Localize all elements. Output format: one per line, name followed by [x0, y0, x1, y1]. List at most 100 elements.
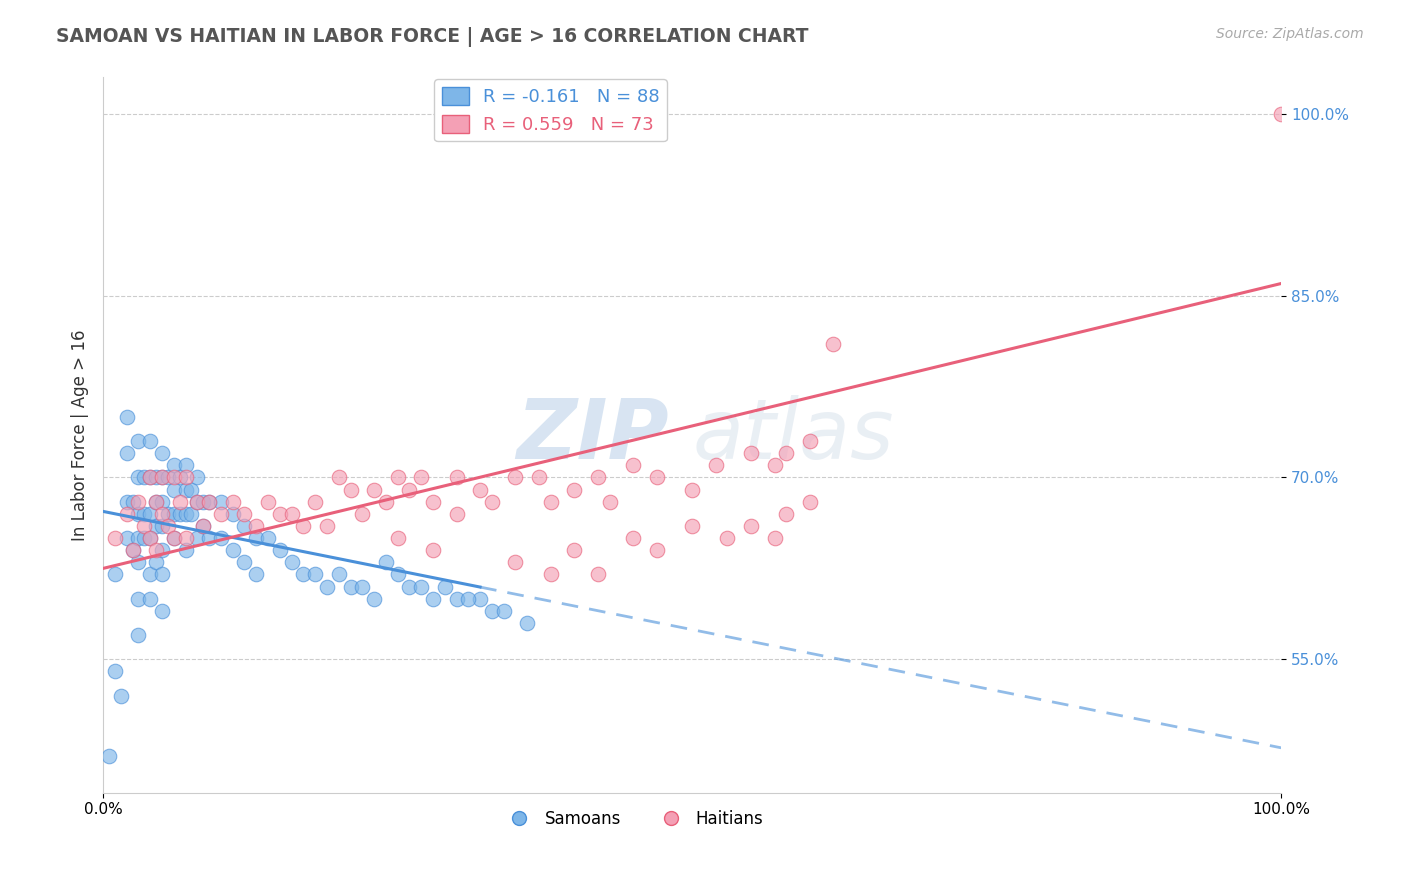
Point: [163, 470, 186, 484]
Point: [104, 531, 127, 545]
Point: [115, 507, 138, 521]
Point: [292, 567, 315, 582]
Point: [127, 531, 149, 545]
Point: [127, 470, 149, 484]
Point: [150, 543, 173, 558]
Point: [163, 531, 186, 545]
Point: [180, 483, 202, 497]
Point: [328, 470, 350, 484]
Point: [799, 494, 821, 508]
Point: [163, 507, 186, 521]
Point: [127, 628, 149, 642]
Point: [363, 591, 385, 606]
Point: [222, 494, 245, 508]
Y-axis label: In Labor Force | Age > 16: In Labor Force | Age > 16: [72, 329, 89, 541]
Point: [115, 446, 138, 460]
Point: [775, 446, 797, 460]
Point: [481, 494, 503, 508]
Point: [233, 519, 256, 533]
Text: SAMOAN VS HAITIAN IN LABOR FORCE | AGE > 16 CORRELATION CHART: SAMOAN VS HAITIAN IN LABOR FORCE | AGE >…: [56, 27, 808, 46]
Point: [527, 470, 550, 484]
Point: [209, 531, 232, 545]
Point: [186, 470, 208, 484]
Point: [134, 507, 156, 521]
Point: [145, 543, 167, 558]
Point: [134, 531, 156, 545]
Point: [145, 494, 167, 508]
Point: [352, 580, 374, 594]
Point: [1270, 107, 1292, 121]
Point: [110, 689, 132, 703]
Point: [174, 458, 197, 473]
Point: [115, 494, 138, 508]
Point: [145, 519, 167, 533]
Point: [339, 483, 361, 497]
Point: [104, 665, 127, 679]
Point: [174, 483, 197, 497]
Point: [540, 567, 562, 582]
Point: [134, 470, 156, 484]
Point: [446, 591, 468, 606]
Point: [468, 591, 491, 606]
Point: [621, 531, 644, 545]
Point: [198, 494, 221, 508]
Point: [269, 507, 291, 521]
Point: [763, 458, 786, 473]
Point: [621, 458, 644, 473]
Point: [127, 494, 149, 508]
Point: [156, 507, 179, 521]
Point: [586, 567, 609, 582]
Point: [505, 555, 527, 569]
Point: [145, 470, 167, 484]
Point: [387, 470, 409, 484]
Point: [150, 470, 173, 484]
Point: [150, 494, 173, 508]
Point: [245, 567, 267, 582]
Point: [150, 567, 173, 582]
Point: [127, 507, 149, 521]
Point: [121, 543, 143, 558]
Point: [398, 483, 420, 497]
Point: [150, 519, 173, 533]
Point: [139, 470, 162, 484]
Point: [387, 531, 409, 545]
Point: [139, 434, 162, 449]
Point: [139, 567, 162, 582]
Point: [562, 543, 585, 558]
Point: [193, 519, 215, 533]
Point: [257, 494, 280, 508]
Point: [681, 483, 703, 497]
Point: [304, 567, 326, 582]
Point: [681, 519, 703, 533]
Point: [156, 519, 179, 533]
Point: [145, 494, 167, 508]
Point: [457, 591, 479, 606]
Point: [121, 494, 143, 508]
Point: [115, 531, 138, 545]
Point: [339, 580, 361, 594]
Point: [198, 531, 221, 545]
Point: [387, 567, 409, 582]
Point: [716, 531, 738, 545]
Point: [422, 591, 444, 606]
Point: [645, 470, 668, 484]
Point: [180, 507, 202, 521]
Point: [446, 507, 468, 521]
Point: [233, 507, 256, 521]
Point: [374, 555, 396, 569]
Point: [823, 337, 845, 351]
Point: [304, 494, 326, 508]
Point: [174, 531, 197, 545]
Point: [374, 494, 396, 508]
Point: [245, 531, 267, 545]
Point: [104, 567, 127, 582]
Point: [740, 519, 762, 533]
Point: [209, 494, 232, 508]
Point: [468, 483, 491, 497]
Point: [134, 519, 156, 533]
Point: [156, 470, 179, 484]
Point: [433, 580, 456, 594]
Point: [586, 470, 609, 484]
Point: [352, 507, 374, 521]
Point: [150, 470, 173, 484]
